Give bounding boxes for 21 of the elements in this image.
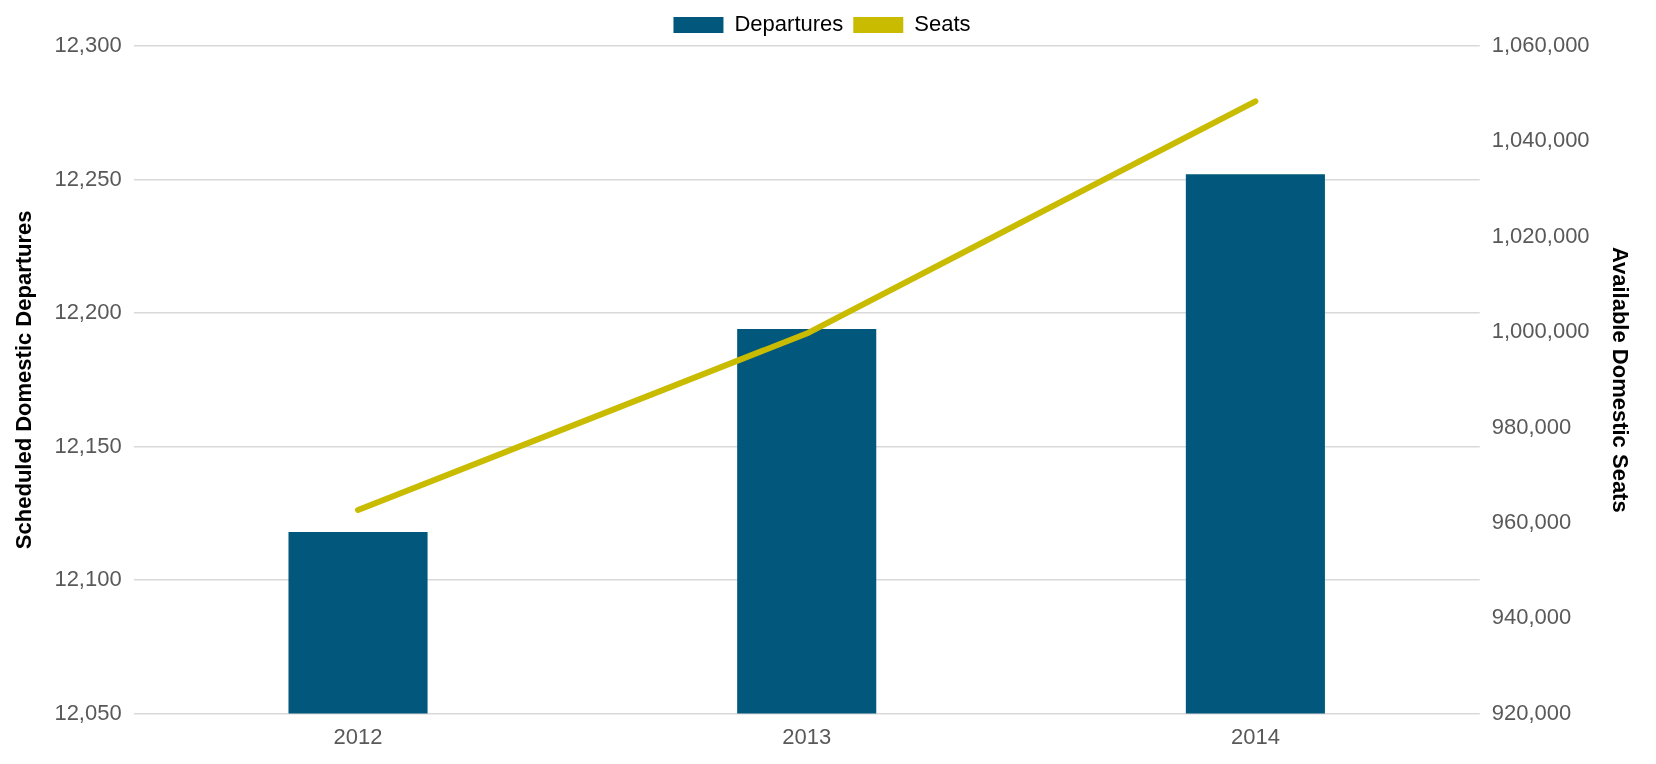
y2-tick-label: 1,060,000: [1491, 32, 1590, 58]
y2-tick-label: 940,000: [1491, 604, 1572, 630]
y2-axis-title: Available Domestic Seats: [1607, 246, 1633, 513]
legend-label: Departures: [734, 11, 844, 37]
y2-tick-label: 980,000: [1491, 413, 1572, 439]
y2-tick-label: 960,000: [1491, 508, 1572, 534]
x-tick-label: 2014: [1230, 723, 1280, 749]
x-tick-label: 2012: [333, 723, 383, 749]
y2-tick-label: 1,020,000: [1491, 222, 1590, 248]
y-tick-label: 12,200: [54, 299, 122, 325]
y-tick-label: 12,300: [54, 32, 122, 58]
y2-tick-label: 920,000: [1491, 699, 1572, 725]
y2-tick-label: 1,040,000: [1491, 127, 1590, 153]
y-tick-label: 12,250: [54, 165, 122, 191]
y-tick-label: 12,150: [54, 432, 122, 458]
y-axis-title: Scheduled Domestic Departures: [11, 210, 37, 550]
x-tick-label: 2013: [782, 723, 832, 749]
y2-tick-label: 1,000,000: [1491, 318, 1590, 344]
y-tick-label: 12,100: [54, 566, 122, 592]
legend-label: Seats: [914, 11, 971, 37]
y-tick-label: 12,050: [54, 699, 122, 725]
